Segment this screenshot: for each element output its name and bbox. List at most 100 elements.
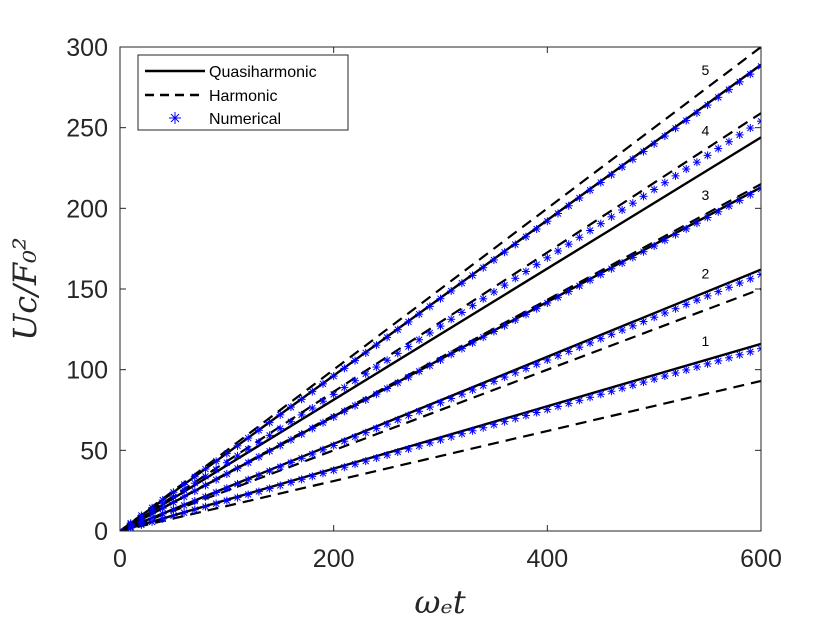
star-stroke bbox=[533, 305, 541, 313]
numerical-point bbox=[158, 509, 167, 518]
star-stroke bbox=[469, 386, 476, 394]
legend-numerical-label: Numerical bbox=[209, 111, 281, 128]
star-stroke bbox=[255, 453, 263, 461]
star-stroke bbox=[736, 279, 743, 287]
numerical-point bbox=[222, 458, 231, 467]
star-stroke bbox=[180, 501, 188, 509]
star-stroke bbox=[576, 396, 583, 404]
numerical-point bbox=[650, 313, 659, 322]
star-stroke bbox=[180, 493, 188, 501]
star-stroke bbox=[362, 429, 370, 437]
star-stroke bbox=[415, 442, 423, 450]
star-stroke bbox=[725, 283, 733, 291]
star-stroke bbox=[672, 369, 679, 377]
star-stroke bbox=[351, 357, 359, 364]
numerical-point bbox=[543, 253, 552, 262]
star-stroke bbox=[244, 476, 252, 484]
legend: Quasiharmonic Harmonic Numerical bbox=[137, 54, 349, 131]
numerical-point bbox=[169, 488, 178, 497]
numerical-point bbox=[297, 410, 306, 419]
numerical-point bbox=[489, 255, 498, 264]
star-stroke bbox=[597, 179, 605, 186]
numerical-point bbox=[212, 475, 221, 484]
numerical-point bbox=[735, 279, 744, 288]
star-stroke bbox=[661, 309, 669, 317]
numerical-point bbox=[468, 385, 477, 394]
star-stroke bbox=[351, 377, 359, 385]
star-stroke bbox=[714, 93, 722, 101]
numerical-point bbox=[479, 333, 488, 342]
curve-labels: 1 2 3 4 5 bbox=[702, 62, 710, 349]
star-stroke bbox=[383, 451, 391, 459]
numerical-point bbox=[671, 304, 680, 313]
star-stroke bbox=[340, 463, 348, 471]
star-stroke bbox=[191, 479, 199, 487]
numerical-point bbox=[244, 445, 253, 454]
x-tick-label: 600 bbox=[740, 545, 782, 573]
numerical-point bbox=[329, 441, 338, 450]
star-stroke bbox=[714, 145, 722, 152]
numerical-point bbox=[575, 194, 584, 203]
numerical-point bbox=[479, 423, 488, 432]
star-stroke bbox=[458, 309, 466, 316]
numerical-point bbox=[447, 286, 456, 295]
star-stroke bbox=[704, 360, 711, 368]
numerical-point bbox=[415, 441, 424, 450]
star-stroke bbox=[458, 345, 466, 352]
star-stroke bbox=[640, 248, 647, 256]
numerical-point bbox=[436, 355, 445, 364]
numerical-point bbox=[489, 287, 498, 296]
star-stroke bbox=[682, 366, 690, 374]
numerical-point bbox=[372, 341, 381, 350]
star-stroke bbox=[757, 188, 761, 193]
star-stroke bbox=[608, 265, 615, 273]
star-stroke bbox=[682, 225, 690, 233]
star-stroke bbox=[682, 165, 690, 173]
numerical-point bbox=[660, 178, 669, 187]
star-stroke bbox=[319, 446, 327, 454]
numerical-point bbox=[297, 475, 306, 484]
numerical-point bbox=[714, 356, 723, 365]
star-stroke bbox=[479, 295, 487, 303]
star-stroke bbox=[554, 247, 562, 255]
curve-label-1: 1 bbox=[702, 333, 710, 349]
numerical-point bbox=[564, 399, 573, 408]
numerical-point bbox=[607, 170, 616, 179]
star-stroke bbox=[308, 404, 316, 412]
numerical-point bbox=[276, 424, 285, 433]
numerical-point bbox=[692, 362, 701, 371]
numerical-point bbox=[169, 511, 178, 520]
star-stroke bbox=[159, 496, 167, 504]
star-stroke bbox=[308, 450, 316, 458]
numerical-point bbox=[746, 347, 755, 356]
star-stroke bbox=[757, 120, 761, 125]
numerical-point bbox=[746, 190, 755, 199]
numerical-point bbox=[372, 424, 381, 433]
numerical-point bbox=[586, 276, 595, 285]
star-stroke bbox=[223, 470, 231, 478]
numerical-point bbox=[489, 420, 498, 429]
star-stroke bbox=[330, 466, 338, 474]
series-layer bbox=[120, 47, 761, 531]
numerical-point bbox=[254, 426, 263, 435]
curve-label-3: 3 bbox=[702, 187, 710, 203]
numerical-point bbox=[586, 186, 595, 195]
numerical-point bbox=[692, 296, 701, 305]
star-stroke bbox=[469, 272, 476, 279]
numerical-point bbox=[618, 326, 627, 335]
star-stroke bbox=[266, 447, 273, 455]
numerical-point bbox=[436, 294, 445, 303]
star-stroke bbox=[447, 395, 455, 402]
numerical-point bbox=[158, 496, 167, 505]
numerical-point bbox=[457, 344, 466, 353]
star-stroke bbox=[640, 148, 647, 155]
numerical-point bbox=[660, 308, 669, 317]
star-stroke bbox=[661, 236, 669, 244]
numerical-point bbox=[468, 271, 477, 280]
star-stroke bbox=[522, 268, 530, 275]
star-stroke bbox=[426, 303, 434, 310]
star-stroke bbox=[757, 63, 761, 68]
numerical-point bbox=[703, 101, 712, 110]
numerical-point bbox=[607, 387, 616, 396]
numerical-point bbox=[554, 246, 563, 255]
